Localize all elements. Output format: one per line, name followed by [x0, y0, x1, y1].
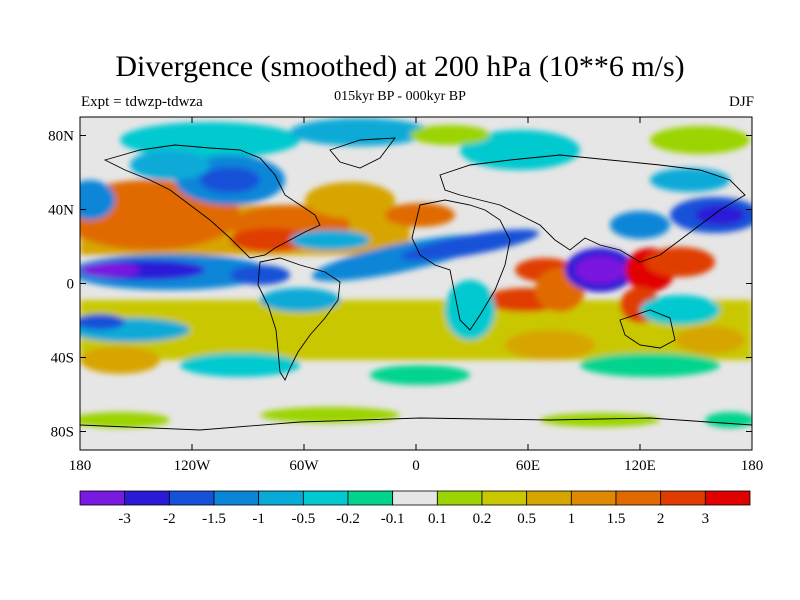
colorbar-label: 0.5 [517, 511, 536, 527]
lat-tick-label: 0 [67, 277, 75, 293]
colorbar-label: 2 [657, 511, 665, 527]
colorbar-swatch [168, 490, 215, 506]
colorbar-swatch [570, 490, 617, 506]
colorbar-label: 1.5 [607, 511, 626, 527]
lon-tick-label: 60W [289, 458, 319, 474]
colorbar-swatch [526, 490, 572, 506]
colorbar-label: 0.2 [473, 511, 492, 527]
map-subtitle: 015kyr BP - 000kyr BP [334, 89, 466, 104]
colorbar-swatch [347, 490, 394, 506]
colorbar-label: 0.1 [428, 511, 447, 527]
map-title: Divergence (smoothed) at 200 hPa (10**6 … [115, 50, 685, 83]
lon-tick-label: 120E [624, 458, 656, 474]
colorbar-label: -1 [252, 511, 265, 527]
experiment-label: Expt = tdwzp-tdwza [81, 94, 203, 110]
colorbar-swatch [436, 490, 483, 506]
colorbar-label: -3 [118, 511, 131, 527]
season-label: DJF [728, 94, 754, 110]
lat-tick-label: 80S [51, 425, 74, 441]
lon-tick-label: 60E [516, 458, 540, 474]
colorbar-swatch [615, 490, 662, 506]
coastlines [80, 137, 752, 431]
colorbar-swatch [79, 490, 126, 506]
colorbar-swatch [124, 490, 170, 506]
colorbar-swatch [213, 490, 260, 506]
lon-tick-label: 0 [412, 458, 420, 474]
divergence-field [80, 117, 752, 450]
lon-tick-label: 180 [741, 458, 764, 474]
lon-tick-label: 120W [174, 458, 212, 474]
colorbar-swatch [481, 490, 528, 506]
axis-ticks: 80N 40N 0 40S 80S 180 120W 60W 0 60E 120E 180 [48, 117, 763, 474]
colorbar-swatch [660, 490, 706, 506]
colorbar-swatch [392, 490, 438, 506]
colorbar: -3 -2 -1.5 -1 -0.5 -0.2 -0.1 0.1 0.2 0.5 1 1.5 2 3 [79, 490, 751, 527]
lat-tick-label: 80N [48, 129, 74, 145]
colorbar-label: -0.5 [291, 511, 315, 527]
colorbar-swatch [258, 490, 304, 506]
lon-tick-label: 180 [69, 458, 92, 474]
colorbar-swatch [302, 490, 349, 506]
colorbar-label: 1 [568, 511, 576, 527]
colorbar-label: -0.2 [336, 511, 360, 527]
colorbar-swatch [704, 490, 751, 506]
colorbar-label: -2 [163, 511, 176, 527]
colorbar-label: 3 [702, 511, 710, 527]
lat-tick-label: 40S [51, 351, 74, 367]
lat-tick-label: 40N [48, 203, 74, 219]
colorbar-label: -0.1 [381, 511, 405, 527]
colorbar-label: -1.5 [202, 511, 226, 527]
